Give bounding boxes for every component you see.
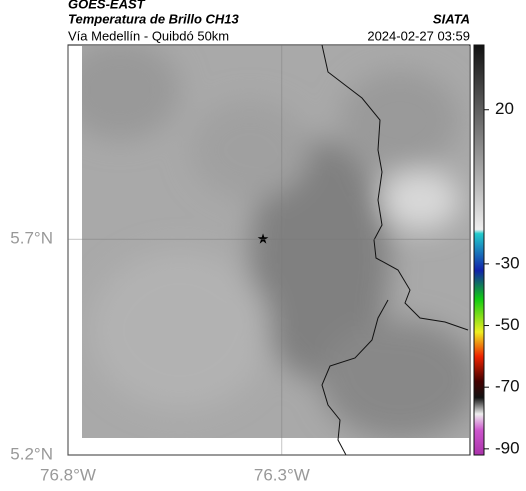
agency: SIATA [433, 11, 470, 26]
subtitle: Vía Medellín - Quibdó 50km [68, 28, 229, 43]
colorbar-label: -70 [495, 377, 520, 396]
border [321, 299, 389, 456]
city-marker: ★ [257, 231, 270, 247]
colorbar-label: 20 [495, 99, 514, 118]
satellite-image [82, 46, 469, 438]
colorbar-label: -50 [495, 315, 520, 334]
x-tick-label: 76.8°W [40, 465, 96, 484]
colorbar-label: -90 [495, 438, 520, 457]
source: GOES-EAST [68, 0, 146, 11]
y-tick-label: 5.2°N [10, 444, 53, 463]
colorbar [473, 44, 485, 456]
timestamp: 2024-02-27 03:59 [367, 28, 470, 43]
colorbar-label: -30 [495, 253, 520, 272]
y-tick-label: 5.7°N [10, 229, 53, 248]
x-tick-label: 76.3°W [254, 465, 310, 484]
border [321, 44, 469, 331]
title: Temperatura de Brillo CH13 [68, 11, 240, 26]
